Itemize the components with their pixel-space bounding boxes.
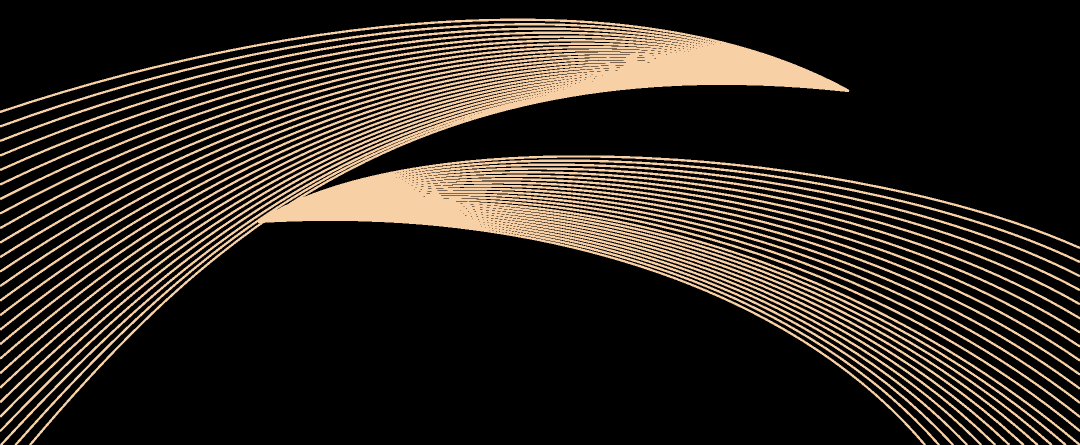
- lower-fan-curve: [257, 217, 940, 445]
- upper-fan-curve: [0, 18, 850, 114]
- upper-fan-curve: [0, 35, 850, 172]
- upper-fan-curve: [0, 74, 850, 389]
- upper-fan-curve: [0, 31, 850, 157]
- upper-fan-curve: [0, 71, 850, 360]
- lower-fan-curve: [257, 167, 1080, 292]
- upper-fan-curve: [14, 81, 850, 445]
- lower-fan-curve: [257, 187, 1080, 376]
- lower-fan-curve: [257, 206, 1039, 445]
- lower-fan-curve: [257, 159, 1080, 264]
- lower-fan-curve: [257, 195, 1080, 418]
- upper-fan-curve: [0, 80, 850, 445]
- upper-fan-curve: [0, 65, 850, 317]
- lower-fan-curve: [257, 208, 1025, 445]
- upper-fan-curve: [0, 76, 850, 404]
- lower-fan-curve: [257, 171, 1080, 306]
- lower-fan-curve: [257, 216, 955, 445]
- lower-fan-curve: [257, 210, 1011, 445]
- upper-fan-curve: [0, 77, 850, 418]
- upper-fan-curve: [0, 49, 850, 230]
- upper-fan-curve: [0, 60, 850, 288]
- lower-fan-curve: [257, 163, 1080, 278]
- lower-fan-curve: [257, 212, 997, 445]
- upper-fan-curve: [0, 52, 850, 244]
- lower-fan-curve: [257, 205, 1053, 445]
- lower-fan-curve: [257, 155, 1080, 250]
- upper-fan-curve: [0, 62, 850, 302]
- upper-fan-curve: [0, 23, 850, 128]
- lower-fan-curve: [257, 213, 983, 445]
- lower-fan-curve: [257, 174, 1080, 320]
- lower-fan-curve: [257, 203, 1067, 445]
- lower-fan-curve: [257, 198, 1080, 432]
- lower-fan-curve: [257, 190, 1080, 390]
- upper-fan-curve: [29, 82, 850, 445]
- lower-fan-curve: [257, 193, 1080, 404]
- lower-fan-curve: [257, 215, 969, 445]
- lower-fan-curve: [257, 218, 926, 445]
- upper-fan-curve: [0, 39, 850, 186]
- upper-fan-curve: [0, 79, 850, 433]
- upper-fan-curve: [0, 46, 850, 215]
- upper-fan-curve: [0, 69, 850, 346]
- lower-fan-curve: [257, 178, 1080, 334]
- upper-fan-curve: [0, 72, 850, 375]
- upper-fan-curve: [0, 27, 850, 143]
- upper-fan-curve: [0, 67, 850, 331]
- upper-fan-curve: [0, 57, 850, 273]
- lower-fan-curve: [257, 184, 1080, 362]
- upper-fan-curve: [0, 54, 850, 259]
- upper-fan-curve: [0, 42, 850, 201]
- lower-fan-curve: [257, 200, 1080, 445]
- lower-fan-curve: [257, 181, 1080, 348]
